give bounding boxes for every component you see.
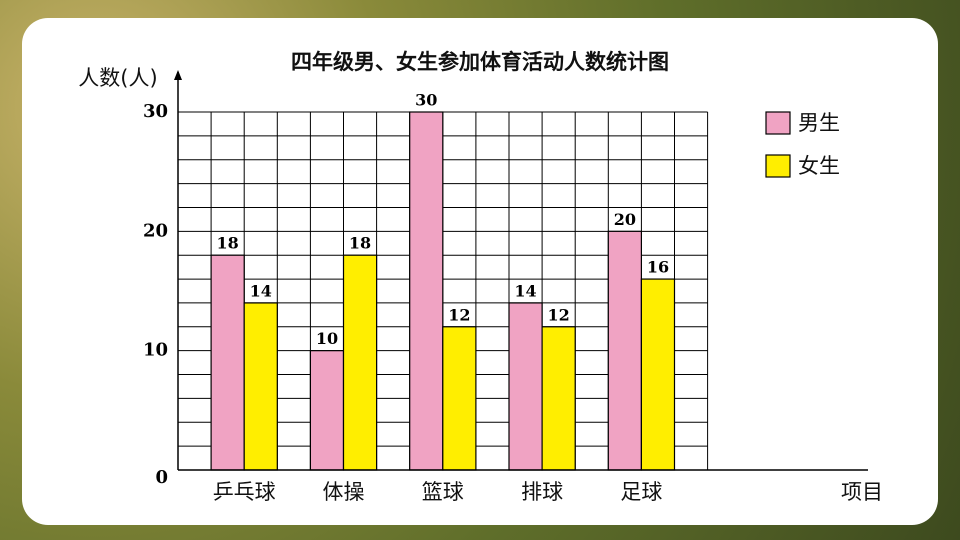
plot: 18 14 10 18 30 12 14 12 20 16 — [210, 91, 676, 471]
value-label: 30 — [415, 91, 437, 110]
value-label: 12 — [548, 305, 570, 324]
bar — [409, 111, 444, 471]
value-label: 14 — [250, 281, 272, 300]
value-label: 20 — [614, 210, 636, 229]
bar — [210, 254, 245, 471]
bar — [309, 350, 345, 471]
x-tick-label: 足球 — [620, 480, 662, 504]
x-tick-label: 排球 — [521, 480, 563, 504]
y-tick-label: 30 — [143, 101, 168, 122]
bar — [607, 230, 642, 471]
legend-swatch — [765, 111, 791, 135]
value-label: 18 — [217, 234, 239, 253]
chart-title: 四年级男、女生参加体育活动人数统计图 — [291, 50, 669, 74]
bar — [243, 302, 278, 471]
legend-swatch — [765, 154, 791, 178]
bar — [508, 302, 543, 471]
y-tick-label: 10 — [143, 340, 168, 361]
value-label: 12 — [448, 305, 470, 324]
y-axis-label: 人数(人) — [78, 66, 157, 90]
bar — [442, 326, 477, 471]
x-tick-label: 篮球 — [422, 480, 464, 504]
bar — [541, 326, 576, 471]
x-tick-label: 乒乓球 — [213, 480, 276, 504]
value-label: 18 — [349, 234, 371, 253]
legend-label: 男生 — [798, 111, 840, 135]
x-axis-label: 项目 — [841, 480, 883, 504]
bar — [640, 278, 676, 471]
y-tick-label: 20 — [143, 220, 168, 241]
y-axis-arrow — [174, 70, 182, 80]
panel — [22, 18, 938, 525]
bar — [342, 254, 378, 471]
legend-label: 女生 — [798, 154, 840, 178]
value-label: 10 — [316, 329, 338, 348]
y-tick-label: 0 — [155, 467, 168, 488]
value-label: 14 — [514, 281, 536, 300]
value-label: 16 — [647, 258, 669, 277]
x-tick-label: 体操 — [323, 480, 365, 504]
